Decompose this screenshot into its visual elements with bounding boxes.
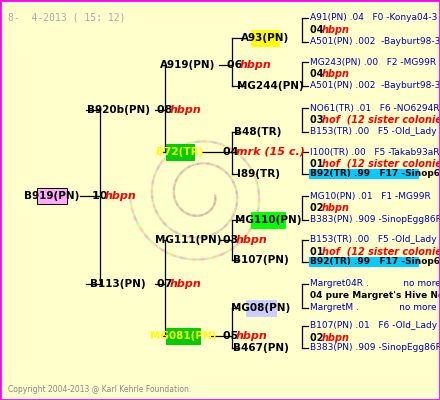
Text: hbpn: hbpn xyxy=(236,235,268,245)
Text: A501(PN) .002  -Bayburt98-3R: A501(PN) .002 -Bayburt98-3R xyxy=(310,38,440,46)
Text: 10: 10 xyxy=(92,191,111,201)
Text: A501(PN) .002  -Bayburt98-3R: A501(PN) .002 -Bayburt98-3R xyxy=(310,82,440,90)
Text: hbpn: hbpn xyxy=(240,60,272,70)
Text: MG10(PN) .01   F1 -MG99R: MG10(PN) .01 F1 -MG99R xyxy=(310,192,431,200)
Text: B153(TR) .00   F5 -Old_Lady: B153(TR) .00 F5 -Old_Lady xyxy=(310,128,436,136)
Text: B107(PN): B107(PN) xyxy=(233,255,289,265)
Text: A919(PN): A919(PN) xyxy=(160,60,216,70)
FancyBboxPatch shape xyxy=(309,169,419,179)
Text: 07: 07 xyxy=(157,279,176,289)
Text: B113(PN): B113(PN) xyxy=(90,279,146,289)
Text: B467(PN): B467(PN) xyxy=(233,343,289,353)
Text: B153(TR) .00   F5 -Old_Lady: B153(TR) .00 F5 -Old_Lady xyxy=(310,236,436,244)
Text: A91(PN) .04   F0 -Konya04-3: A91(PN) .04 F0 -Konya04-3 xyxy=(310,14,437,22)
FancyBboxPatch shape xyxy=(37,188,67,204)
Text: A93(PN): A93(PN) xyxy=(241,33,289,43)
Text: B48(TR): B48(TR) xyxy=(235,127,282,137)
Text: B92(TR) .99   F17 -Sinop62R: B92(TR) .99 F17 -Sinop62R xyxy=(310,258,440,266)
Text: hof  (12 sister colonies): hof (12 sister colonies) xyxy=(322,159,440,169)
Text: hbpn: hbpn xyxy=(236,331,268,341)
Text: 06: 06 xyxy=(227,60,246,70)
FancyBboxPatch shape xyxy=(166,328,200,344)
Text: I100(TR) .00   F5 -Takab93aR: I100(TR) .00 F5 -Takab93aR xyxy=(310,148,440,156)
Text: hof  (12 sister colonies): hof (12 sister colonies) xyxy=(322,247,440,257)
Text: 03: 03 xyxy=(223,235,242,245)
Text: 04: 04 xyxy=(310,69,327,79)
Text: MG243(PN) .00   F2 -MG99R: MG243(PN) .00 F2 -MG99R xyxy=(310,58,436,66)
Text: I89(TR): I89(TR) xyxy=(237,169,279,179)
Text: hbpn: hbpn xyxy=(322,333,350,343)
Text: 04: 04 xyxy=(310,25,327,35)
Text: hbpn: hbpn xyxy=(170,105,202,115)
Text: 08: 08 xyxy=(157,105,176,115)
Text: hbpn: hbpn xyxy=(322,203,350,213)
Text: 04: 04 xyxy=(223,147,242,157)
Text: B107(PN) .01   F6 -Old_Lady: B107(PN) .01 F6 -Old_Lady xyxy=(310,322,437,330)
Text: MargretM .              no more: MargretM . no more xyxy=(310,304,436,312)
Text: Margret04R .            no more: Margret04R . no more xyxy=(310,280,440,288)
Text: Copyright 2004-2013 @ Karl Kehrle Foundation.: Copyright 2004-2013 @ Karl Kehrle Founda… xyxy=(8,385,191,394)
Text: 01: 01 xyxy=(310,159,327,169)
Text: hbpn: hbpn xyxy=(322,69,350,79)
Text: hof  (12 sister colonies): hof (12 sister colonies) xyxy=(322,115,440,125)
Text: MG081(PN): MG081(PN) xyxy=(150,331,216,341)
FancyBboxPatch shape xyxy=(246,300,276,316)
Text: NO61(TR) .01   F6 -NO6294R: NO61(TR) .01 F6 -NO6294R xyxy=(310,104,440,112)
Text: 01: 01 xyxy=(310,247,327,257)
Text: 02: 02 xyxy=(310,203,327,213)
Text: B72(TR): B72(TR) xyxy=(156,147,204,157)
Text: MG244(PN): MG244(PN) xyxy=(237,81,303,91)
Text: mrk (15 c.): mrk (15 c.) xyxy=(236,147,305,157)
Text: B92(TR) .99   F17 -Sinop62R: B92(TR) .99 F17 -Sinop62R xyxy=(310,170,440,178)
Text: hbpn: hbpn xyxy=(105,191,137,201)
Text: B919(PN): B919(PN) xyxy=(24,191,80,201)
FancyBboxPatch shape xyxy=(166,144,194,160)
FancyBboxPatch shape xyxy=(251,30,279,46)
Text: 04 pure Margret's Hive No 8: 04 pure Margret's Hive No 8 xyxy=(310,292,440,300)
Text: B920b(PN): B920b(PN) xyxy=(87,105,150,115)
Text: B383(PN) .909 -SinopEgg86R: B383(PN) .909 -SinopEgg86R xyxy=(310,344,440,352)
Text: hbpn: hbpn xyxy=(322,25,350,35)
Text: MG111(PN): MG111(PN) xyxy=(155,235,221,245)
Text: 05: 05 xyxy=(223,331,242,341)
Text: B383(PN) .909 -SinopEgg86R: B383(PN) .909 -SinopEgg86R xyxy=(310,216,440,224)
Text: hbpn: hbpn xyxy=(170,279,202,289)
FancyBboxPatch shape xyxy=(251,212,285,228)
Text: MG08(PN): MG08(PN) xyxy=(231,303,291,313)
FancyBboxPatch shape xyxy=(309,257,419,267)
Text: 8-  4-2013 ( 15: 12): 8- 4-2013 ( 15: 12) xyxy=(8,12,125,22)
Text: MG110(PN): MG110(PN) xyxy=(235,215,301,225)
Text: 03: 03 xyxy=(310,115,327,125)
Text: 02: 02 xyxy=(310,333,327,343)
